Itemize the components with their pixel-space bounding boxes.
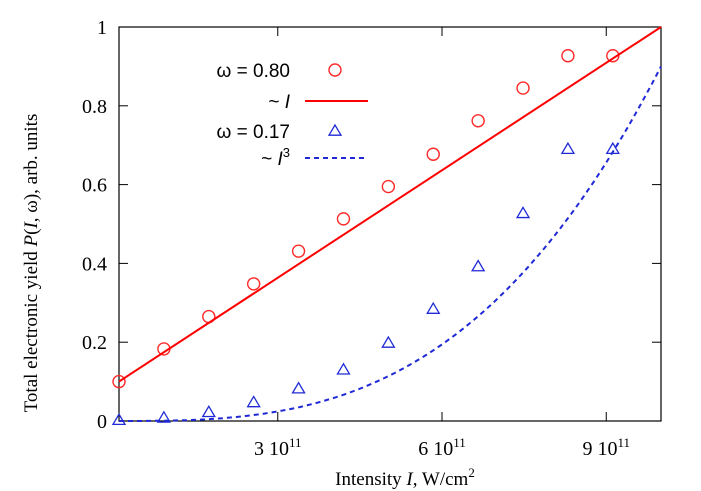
data-point-triangle <box>201 405 216 418</box>
data-point-circle <box>291 244 306 258</box>
legend-label: ω = 0.80 <box>217 61 290 82</box>
series-layer <box>111 26 662 426</box>
data-point-circle <box>426 147 440 161</box>
data-point-circle <box>336 212 351 226</box>
plot-frame <box>118 26 662 422</box>
legend-label: ω = 0.17 <box>217 122 290 143</box>
y-tick-label: 0 <box>97 411 107 433</box>
y-tick-label: 0.4 <box>82 253 107 275</box>
x-tick-label: 6 1011 <box>418 435 466 460</box>
y-axis-title-prefix: Total electronic yield <box>21 246 42 412</box>
x-axis-title-prefix: Intensity <box>335 469 406 490</box>
data-point-triangle <box>515 206 531 219</box>
data-point-triangle <box>111 412 127 426</box>
x-axis-title-var: I <box>405 469 414 490</box>
y-axis-title: Total electronic yield P(I, ω), arb. uni… <box>21 114 42 413</box>
series-line-linear <box>118 26 662 383</box>
x-axis-title: Intensity I, W/cm2 <box>335 465 475 490</box>
data-point-triangle <box>471 259 486 272</box>
plot-border <box>118 26 662 422</box>
y-tick-label: 1 <box>97 17 107 39</box>
y-axis-title-var-i: I <box>21 221 42 230</box>
x-axis-title-sup: 2 <box>468 465 475 480</box>
legend-label: ~ I <box>268 92 290 113</box>
series-line-cubic <box>119 65 662 422</box>
data-point-triangle <box>156 410 172 423</box>
legend-marker-triangle <box>327 123 343 136</box>
data-point-circle <box>112 374 126 389</box>
data-point-triangle <box>246 395 261 408</box>
data-point-circle <box>381 179 396 194</box>
y-tick-label: 0.6 <box>82 175 107 197</box>
y-tick-label: 0.8 <box>82 96 107 118</box>
data-point-triangle <box>291 381 306 394</box>
axis-ticks: 0 0.2 0.4 0.6 0.8 1 3 1011 6 1011 9 1011 <box>82 17 661 460</box>
legend-marker-circle <box>328 63 342 77</box>
y-tick-label: 0.2 <box>82 332 107 354</box>
y-axis-title-rest: , ω), arb. units <box>21 114 42 223</box>
x-axis-title-suffix: , W/cm <box>413 469 469 490</box>
y-axis-title-var-p: P <box>21 234 42 247</box>
data-point-triangle <box>336 362 351 375</box>
data-point-triangle <box>426 301 441 314</box>
data-point-circle <box>246 277 261 291</box>
data-point-triangle <box>560 141 576 154</box>
legend-label: ~ I3 <box>261 145 290 170</box>
data-point-circle <box>516 81 530 95</box>
x-tick-label: 9 1011 <box>582 435 630 460</box>
x-tick-label: 3 1011 <box>254 435 302 460</box>
data-point-triangle <box>381 335 396 348</box>
y-axis-title-open: ( <box>21 229 42 235</box>
data-point-circle <box>561 49 575 63</box>
data-point-circle <box>471 114 485 128</box>
legend: ω = 0.80 ~ I ω = 0.17~ I3 <box>217 61 368 170</box>
